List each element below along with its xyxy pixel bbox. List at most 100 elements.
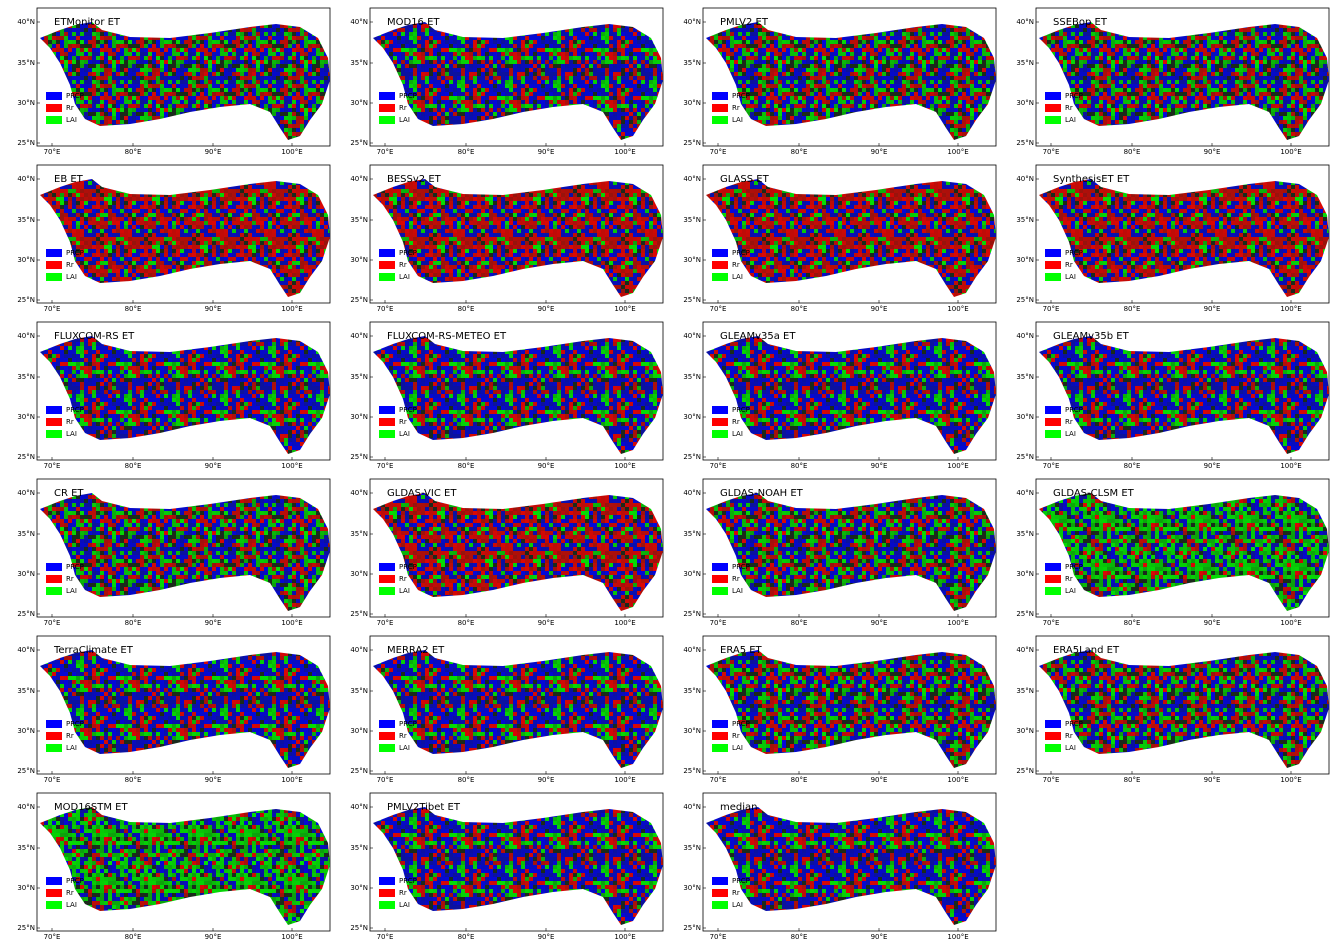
x-tick-label: 90°E bbox=[1204, 462, 1221, 470]
x-tick-label: 100°E bbox=[614, 933, 635, 941]
map-panel: TerraClimate ETPRCPRrLAI70°E80°E90°E100°… bbox=[17, 636, 330, 784]
x-tick-label: 100°E bbox=[947, 462, 968, 470]
y-tick-label: 25°N bbox=[1016, 767, 1034, 775]
panel-title: TerraClimate ET bbox=[53, 645, 134, 656]
map-panel: SSEBop ETPRCPRrLAI70°E80°E90°E100°E40°N3… bbox=[1016, 8, 1329, 156]
y-tick-label: 35°N bbox=[683, 59, 701, 67]
y-tick-label: 25°N bbox=[683, 296, 701, 304]
legend-label: Rr bbox=[66, 732, 74, 740]
y-tick-label: 35°N bbox=[350, 373, 368, 381]
y-tick-label: 35°N bbox=[350, 216, 368, 224]
x-tick-label: 70°E bbox=[377, 305, 394, 313]
panel-title: BESSv2 ET bbox=[387, 174, 442, 185]
legend-label: PRCP bbox=[399, 92, 417, 100]
legend-label: Rr bbox=[66, 261, 74, 269]
legend-swatch bbox=[46, 116, 62, 124]
y-tick-label: 40°N bbox=[350, 803, 368, 811]
panel-title: ETMonitor ET bbox=[54, 17, 121, 28]
x-tick-label: 80°E bbox=[458, 619, 475, 627]
panel-title: EB ET bbox=[54, 174, 84, 185]
y-tick-label: 30°N bbox=[17, 884, 35, 892]
legend-swatch bbox=[46, 732, 62, 740]
y-tick-label: 35°N bbox=[350, 530, 368, 538]
legend-swatch bbox=[1045, 563, 1061, 571]
y-tick-label: 25°N bbox=[350, 924, 368, 932]
legend-label: Rr bbox=[1065, 104, 1073, 112]
x-tick-label: 80°E bbox=[458, 148, 475, 156]
x-tick-label: 90°E bbox=[205, 462, 222, 470]
legend-swatch bbox=[46, 418, 62, 426]
y-tick-label: 40°N bbox=[1016, 489, 1034, 497]
legend-swatch bbox=[46, 430, 62, 438]
legend-swatch bbox=[1045, 732, 1061, 740]
y-tick-label: 35°N bbox=[683, 216, 701, 224]
legend-swatch bbox=[379, 901, 395, 909]
x-tick-label: 70°E bbox=[1043, 462, 1060, 470]
legend-swatch bbox=[46, 575, 62, 583]
x-tick-label: 70°E bbox=[710, 148, 727, 156]
y-tick-label: 40°N bbox=[683, 803, 701, 811]
legend-swatch bbox=[46, 901, 62, 909]
legend-swatch bbox=[1045, 744, 1061, 752]
legend-label: PRCP bbox=[66, 406, 84, 414]
legend-label: LAI bbox=[399, 273, 410, 281]
legend-label: Rr bbox=[399, 261, 407, 269]
legend-label: LAI bbox=[399, 744, 410, 752]
x-tick-label: 100°E bbox=[1280, 619, 1301, 627]
x-tick-label: 90°E bbox=[538, 619, 555, 627]
y-tick-label: 25°N bbox=[17, 453, 35, 461]
x-tick-label: 100°E bbox=[1280, 462, 1301, 470]
x-tick-label: 80°E bbox=[1124, 619, 1141, 627]
y-tick-label: 30°N bbox=[1016, 727, 1034, 735]
y-tick-label: 35°N bbox=[683, 687, 701, 695]
y-tick-label: 30°N bbox=[350, 99, 368, 107]
x-tick-label: 70°E bbox=[1043, 619, 1060, 627]
panel-title: MOD16 ET bbox=[387, 17, 440, 28]
panel-title: median bbox=[720, 802, 758, 813]
panel-title: SynthesisET ET bbox=[1053, 174, 1130, 185]
x-tick-label: 80°E bbox=[125, 619, 142, 627]
legend-label: LAI bbox=[399, 430, 410, 438]
y-tick-label: 35°N bbox=[1016, 530, 1034, 538]
map-panel: SynthesisET ETPRCPRrLAI70°E80°E90°E100°E… bbox=[1016, 165, 1329, 313]
y-tick-label: 25°N bbox=[1016, 139, 1034, 147]
legend-swatch bbox=[379, 720, 395, 728]
legend-swatch bbox=[1045, 116, 1061, 124]
legend-swatch bbox=[46, 720, 62, 728]
y-tick-label: 40°N bbox=[1016, 646, 1034, 654]
legend-label: Rr bbox=[66, 575, 74, 583]
y-tick-label: 40°N bbox=[1016, 18, 1034, 26]
legend-label: LAI bbox=[66, 273, 77, 281]
legend-label: LAI bbox=[66, 901, 77, 909]
x-tick-label: 100°E bbox=[281, 462, 302, 470]
y-tick-label: 25°N bbox=[683, 924, 701, 932]
y-tick-label: 30°N bbox=[350, 727, 368, 735]
x-tick-label: 80°E bbox=[125, 305, 142, 313]
map-panel: CR ETPRCPRrLAI70°E80°E90°E100°E40°N35°N3… bbox=[17, 479, 330, 627]
y-tick-label: 25°N bbox=[17, 139, 35, 147]
y-tick-label: 30°N bbox=[1016, 256, 1034, 264]
x-tick-label: 80°E bbox=[791, 619, 808, 627]
x-tick-label: 70°E bbox=[710, 933, 727, 941]
map-panel: PMLV2 ETPRCPRrLAI70°E80°E90°E100°E40°N35… bbox=[683, 8, 996, 156]
legend-label: LAI bbox=[1065, 744, 1076, 752]
x-tick-label: 90°E bbox=[538, 933, 555, 941]
x-tick-label: 80°E bbox=[1124, 462, 1141, 470]
panel-title: PMLV2Tibet ET bbox=[387, 802, 461, 813]
x-tick-label: 70°E bbox=[377, 462, 394, 470]
legend-swatch bbox=[46, 406, 62, 414]
map-panel: ERA5 ETPRCPRrLAI70°E80°E90°E100°E40°N35°… bbox=[683, 636, 996, 784]
panel-title: GLEAMv35b ET bbox=[1053, 331, 1130, 342]
legend-swatch bbox=[379, 261, 395, 269]
legend-label: PRCP bbox=[732, 720, 750, 728]
legend-swatch bbox=[46, 249, 62, 257]
legend-label: LAI bbox=[732, 430, 743, 438]
legend-swatch bbox=[712, 587, 728, 595]
legend-label: PRCP bbox=[399, 406, 417, 414]
legend-label: Rr bbox=[732, 104, 740, 112]
legend-label: Rr bbox=[1065, 261, 1073, 269]
